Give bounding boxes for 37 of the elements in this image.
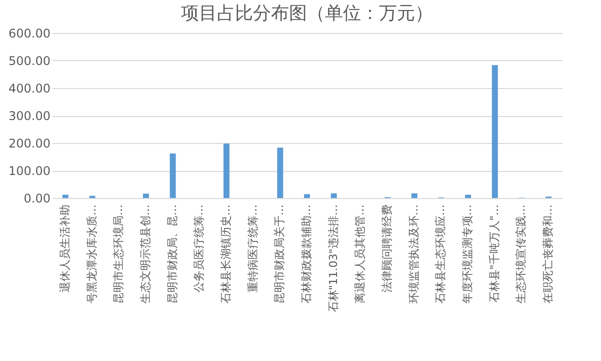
x-tick-label: 法律顾问聘请经费	[380, 204, 394, 292]
chart-title: 项目占比分布图（单位：万元）	[181, 3, 433, 24]
x-tick-label: 在职死亡丧葬费和…	[542, 204, 555, 304]
bar	[330, 193, 337, 198]
x-tick-label: 石林县生态环境应…	[434, 204, 448, 304]
bar	[304, 194, 310, 198]
x-tick-label: 石林县长湖镇历史…	[219, 204, 232, 304]
bar	[492, 65, 498, 198]
y-tick-label: 0.00	[24, 192, 50, 206]
y-tick-label: 600.00	[8, 26, 50, 40]
y-tick-label: 100.00	[8, 164, 50, 178]
x-tick-label: 离退休人员其他管…	[354, 204, 367, 304]
x-tick-label: 生态环境宣传实践…	[514, 204, 528, 304]
x-tick-label: 年度环境监测专项…	[461, 204, 474, 304]
bar	[277, 148, 284, 198]
x-tick-label: 生态文明示范县创…	[138, 204, 152, 304]
bar	[170, 153, 176, 198]
bar	[223, 144, 230, 198]
x-tick-label: 环境监管执法及环…	[407, 204, 420, 304]
x-tick-label: 公务员医疗统筹…	[192, 204, 206, 292]
x-tick-label: 石林县"千吨万人"…	[488, 204, 501, 303]
x-tick-label: 号黑龙潭水库水质…	[85, 204, 98, 304]
x-tick-label: 昆明市生态环境局…	[112, 204, 126, 304]
bar	[411, 193, 418, 198]
bar	[62, 194, 68, 198]
y-tick-label: 200.00	[8, 136, 50, 150]
y-tick-label: 500.00	[8, 54, 50, 68]
x-tick-label: 石林"11.03"违法排…	[326, 204, 340, 312]
x-tick-label: 重特病医疗统筹…	[246, 204, 260, 292]
x-tick-label: 石林财政拨款辅助…	[300, 204, 313, 304]
y-tick-label: 400.00	[8, 82, 50, 96]
x-tick-label: 昆明市财政局、昆…	[166, 204, 179, 304]
bar	[465, 194, 472, 198]
y-tick-label: 300.00	[8, 109, 50, 123]
x-tick-label: 退休人员生活补助	[58, 204, 72, 292]
x-tick-label: 昆明市财政局关于…	[273, 204, 286, 304]
bar	[142, 194, 149, 198]
